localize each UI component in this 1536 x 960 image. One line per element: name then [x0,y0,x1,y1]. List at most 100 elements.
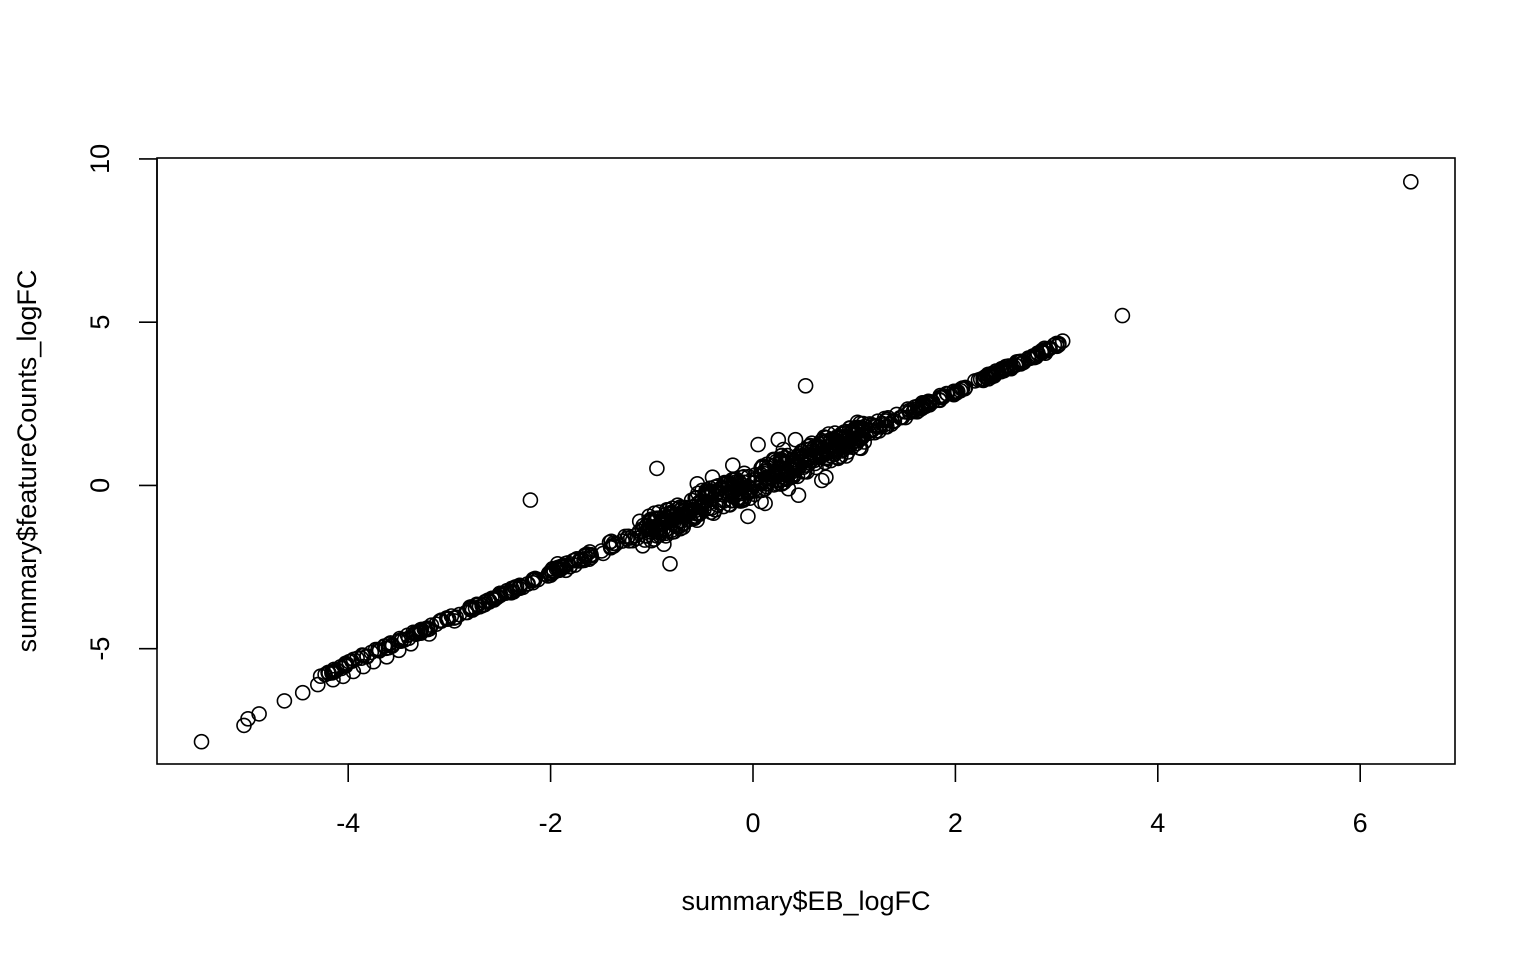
data-point [838,448,854,464]
data-point [972,371,989,388]
data-point [1039,342,1055,359]
data-point [345,663,362,680]
data-point [775,441,792,458]
data-point [327,663,344,680]
data-point [698,484,714,501]
data-point [1403,174,1419,190]
data-point [810,436,827,452]
data-point [476,596,493,613]
data-point [729,492,746,508]
data-point [602,539,619,556]
data-point [617,528,634,545]
data-point [577,547,593,563]
data-point [403,635,419,652]
data-point [757,495,773,512]
data-point [777,450,794,466]
data-point [341,653,357,670]
data-point [1114,307,1131,324]
x-tick-label: 6 [1353,808,1368,838]
data-point [664,508,680,525]
data-point [789,468,806,485]
data-point [530,571,546,588]
data-point [996,361,1012,378]
data-point [831,428,847,445]
data-point [720,480,737,496]
x-tick-label: 4 [1150,808,1165,838]
data-point [1020,350,1037,366]
y-tick-label: 5 [85,315,115,330]
data-point [740,508,756,525]
data-point [276,693,293,709]
data-point [649,460,665,477]
data-point [689,512,705,529]
data-point [355,658,372,675]
data-point [325,671,341,688]
y-tick-label: 10 [85,144,115,174]
data-point [741,483,757,499]
data-point [774,464,791,481]
data-point [957,379,974,396]
data-point [704,469,721,486]
y-tick-label: 0 [85,478,115,493]
x-axis: -4 -2 0 2 4 6 [336,763,1368,838]
data-point [378,648,395,665]
data-point [911,402,927,419]
data-point [851,440,868,456]
data-point [876,410,893,427]
data-point [770,431,787,448]
data-point [654,513,670,530]
data-point [583,547,599,564]
data-point [468,596,485,613]
x-tick-label: 0 [745,808,760,838]
data-point [251,706,267,722]
y-tick-label: -5 [85,637,115,661]
data-point [932,387,949,404]
data-point [724,457,741,474]
data-point [818,469,834,486]
data-point [662,555,678,572]
data-point [1013,353,1030,370]
data-point [899,401,916,417]
data-point [1054,333,1071,349]
data-point [524,572,541,589]
data-point [193,733,210,750]
data-point [907,399,923,415]
data-point [522,492,539,508]
data-point [730,484,747,501]
data-point [689,475,706,492]
data-point [433,613,450,629]
data-point [335,668,351,685]
data-point [797,377,814,394]
data-point [421,626,438,642]
data-point [413,622,429,639]
data-point [645,531,662,548]
data-point [715,498,732,515]
data-point [294,684,311,701]
data-point [861,425,878,442]
data-point [746,474,763,491]
data-point [557,562,574,579]
y-axis-title: summary$featureCounts_logFC [12,270,42,653]
data-point [853,430,870,447]
data-point [446,613,463,629]
data-point [309,676,326,693]
data-point [559,555,576,571]
x-axis-title: summary$EB_logFC [681,886,930,916]
data-point [803,452,819,469]
data-point [512,578,529,595]
data-point [363,644,380,661]
data-point [787,431,804,448]
x-tick-label: 2 [948,808,963,838]
data-point [631,513,648,530]
data-point [790,487,807,504]
data-point [605,537,621,554]
data-point [656,536,672,553]
data-point [750,436,766,453]
data-point [709,497,726,513]
data-point [720,474,737,491]
data-point [813,472,830,489]
data-point [988,363,1004,379]
data-point [1034,342,1050,359]
data-point [643,512,660,529]
data-point [811,447,828,464]
